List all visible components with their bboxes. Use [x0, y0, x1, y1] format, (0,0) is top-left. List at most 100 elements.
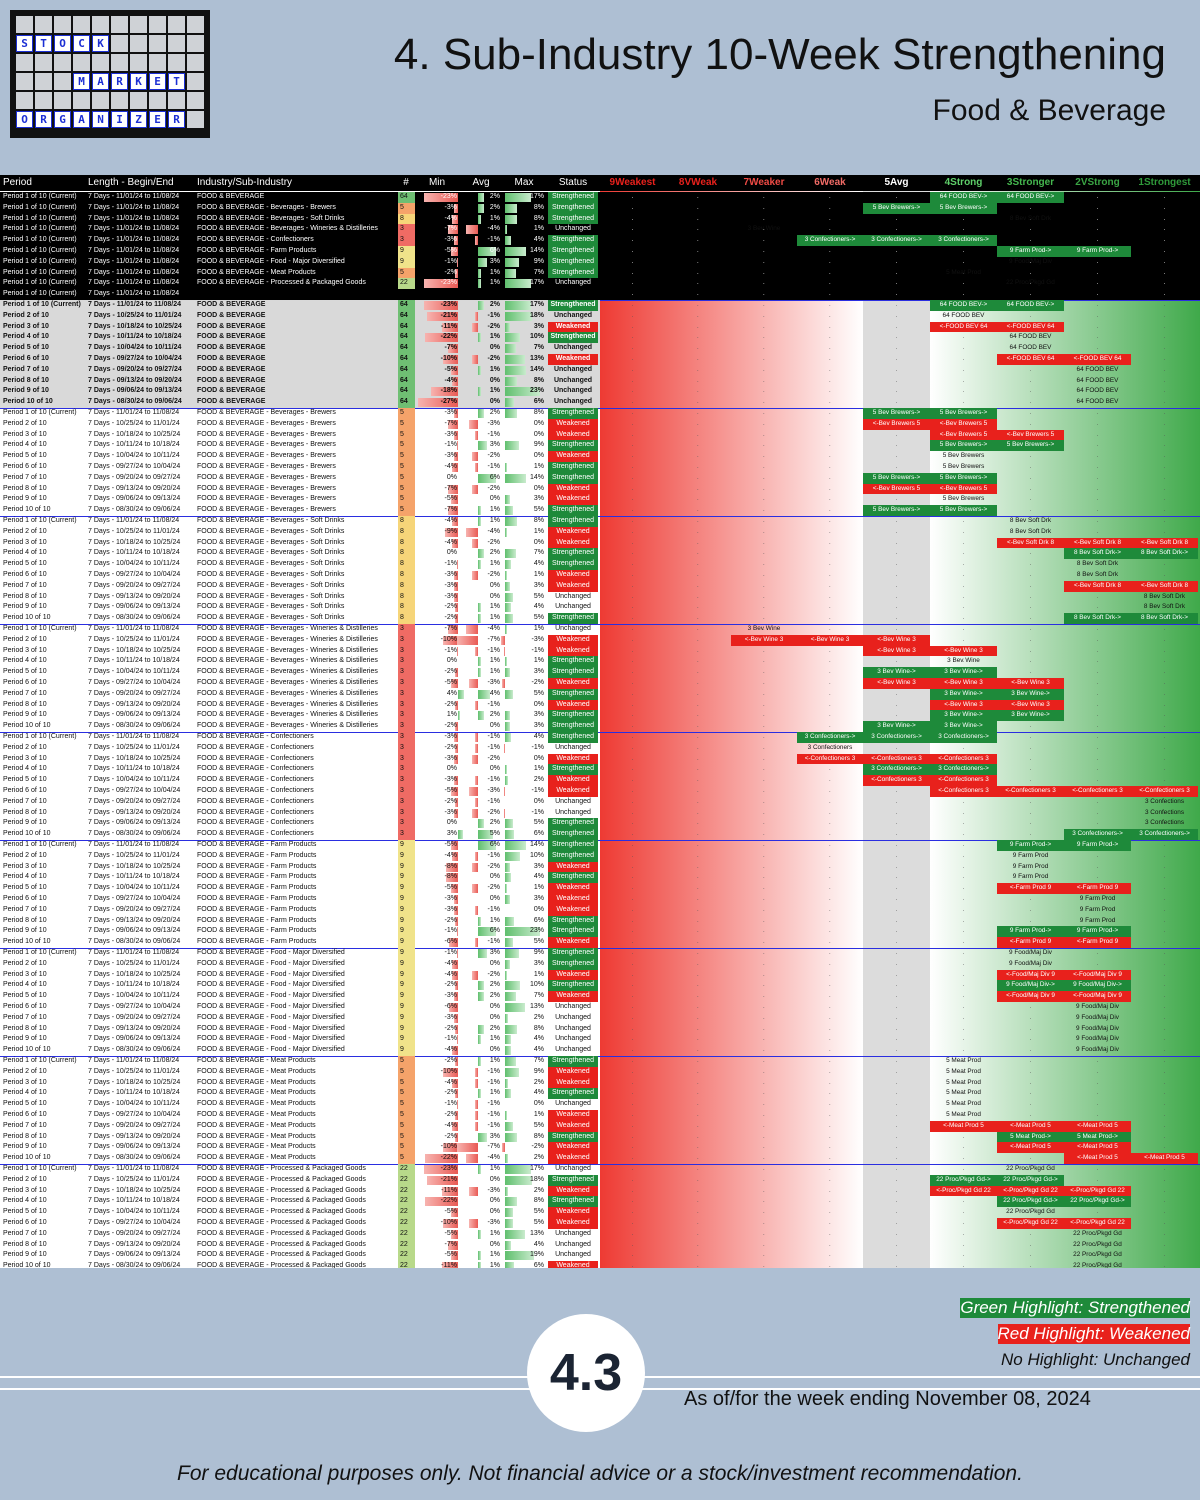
tier-dot: . [697, 993, 699, 1000]
tier-header: 8VWeak [678, 177, 718, 188]
cell-industry: FOOD & BEVERAGE - Beverages - Soft Drink… [197, 214, 345, 222]
tier-dot: . [1163, 1133, 1166, 1140]
tier-dot: . [1029, 777, 1032, 784]
count-fill [398, 397, 415, 408]
cell-length: 7 Days - 10/11/24 to 10/18/24 [88, 549, 180, 557]
table-row: Period 9 of 10 7 Days - 09/06/24 to 09/13… [0, 710, 1200, 722]
tier-dot: . [763, 615, 765, 622]
value-bar [505, 938, 513, 948]
cell-period: Period 3 of 10 [3, 862, 47, 870]
cell-min: -3% [444, 808, 457, 816]
cell-status: Weakened [548, 1218, 598, 1229]
tier-label: 9 Farm Prod [1012, 873, 1049, 881]
table-row: Period 10 of 10 7 Days - 08/30/24 to 09/0… [0, 829, 1200, 840]
cell-length: 7 Days - 09/20/24 to 09/27/24 [88, 473, 181, 481]
count-fill [398, 634, 415, 646]
tier-dot: . [829, 1112, 831, 1118]
logo-cell [35, 92, 52, 109]
tier-dot: . [631, 507, 634, 514]
value-bar [505, 214, 517, 224]
tier-dot: . [763, 582, 765, 589]
tier-label: 64 FOOD BEV [1009, 344, 1052, 352]
cell-status: Strengthened [548, 764, 598, 776]
tier-dot: . [829, 896, 831, 902]
tier-dot: . [829, 1220, 831, 1226]
tier-dot: . [1163, 1004, 1166, 1010]
tier-label: <-Bev Brewers 5 [863, 483, 930, 495]
cell-avg: 2% [489, 711, 500, 719]
tier-dot: . [1096, 518, 1099, 524]
tier-label: <-FOOD BEV 64 [930, 321, 997, 333]
tier-label: <-Meat Prod 5 [1064, 1142, 1131, 1154]
cell-period: Period 5 of 10 [3, 1208, 47, 1216]
table-row: Period 7 of 10 7 Days - 09/20/24 to 09/27… [0, 688, 1200, 700]
cell-period: Period 6 of 10 [3, 1219, 47, 1226]
cell-status: Unchanged [555, 1100, 591, 1108]
count-fill [398, 1261, 415, 1268]
tier-dot: . [1163, 561, 1166, 568]
tier-dot: . [1163, 215, 1166, 222]
cell-period: Period 1 of 10 (Current) [3, 225, 77, 233]
cell-count: 5 [400, 1057, 404, 1064]
cell-min: -4% [444, 970, 457, 978]
tier-dot: . [962, 874, 965, 881]
cell-avg: 0% [489, 344, 500, 352]
tier-dot: . [962, 388, 965, 395]
cell-avg: 0% [489, 959, 500, 967]
value-bar [502, 679, 505, 688]
tier-dot: . [1029, 1036, 1032, 1043]
tier-dot: . [697, 593, 699, 600]
value-bar [505, 949, 519, 958]
cell-min: -2% [444, 1057, 457, 1064]
cell-avg: -2% [487, 808, 500, 816]
tier-label: <-Confectioners 3 [797, 753, 863, 765]
tier-dot: . [1163, 690, 1166, 697]
tier-dot: . [962, 993, 965, 1000]
tier-label: <-Confectioners 3 [930, 753, 997, 765]
value-bar [505, 884, 507, 894]
tier-label: 8 Bev Soft Drk [1009, 517, 1052, 524]
table-row: Period 5 of 10 7 Days - 10/04/24 to 10/11… [0, 343, 1200, 354]
tier-dot: . [962, 366, 965, 373]
tier-dot: . [697, 1209, 699, 1216]
table-row: Period 8 of 10 7 Days - 09/13/24 to 09/20… [0, 699, 1200, 711]
cell-max: 7% [533, 549, 544, 557]
cell-max: 0% [533, 1100, 544, 1108]
tier-label: <-Food/Maj Div 9 [1064, 991, 1131, 1002]
tier-label: 9 Farm Prod [1012, 862, 1049, 870]
tier-dot: . [1029, 215, 1032, 222]
tier-dot: . [697, 1155, 699, 1162]
cell-length: 7 Days - 09/06/24 to 09/13/24 [88, 1251, 181, 1259]
cell-avg: 1% [489, 387, 500, 395]
cell-avg: -2% [487, 452, 500, 460]
tier-dot: . [829, 1122, 831, 1129]
cell-min: 0% [446, 765, 457, 773]
cell-period: Period 1 of 10 (Current) [3, 733, 77, 740]
tier-dot: . [829, 1014, 831, 1021]
value-bar [423, 1165, 458, 1174]
cell-avg: -1% [487, 1067, 500, 1075]
cell-period: Period 1 of 10 (Current) [3, 193, 77, 200]
tier-label: <-Confectioners 3 [930, 775, 997, 786]
cell-status: Weakened [548, 580, 598, 592]
count-fill [398, 386, 415, 398]
tier-label: 9 Food/Maj Div [1009, 949, 1052, 956]
tier-dot: . [1163, 1241, 1166, 1248]
tier-dot: . [895, 1144, 898, 1151]
count-fill [398, 926, 415, 938]
tier-dot: . [697, 1036, 699, 1043]
tier-dot: . [763, 269, 765, 276]
cell-status: Strengthened [548, 1056, 598, 1067]
value-bar [452, 214, 458, 224]
tier-dot: . [895, 1047, 898, 1054]
tier-label: 5 Bev Brewers-> [930, 202, 997, 214]
tier-label: <-Food/Maj Div 9 [997, 991, 1064, 1002]
tier-dot: . [697, 561, 699, 568]
cell-avg: -2% [487, 484, 500, 492]
cell-industry: FOOD & BEVERAGE - Beverages - Brewers [197, 495, 336, 503]
cell-min: -4% [444, 851, 457, 859]
value-bar [505, 365, 526, 375]
cell-min: -23% [440, 1165, 457, 1172]
value-bar [478, 927, 496, 937]
tier-dot: . [1096, 777, 1099, 784]
